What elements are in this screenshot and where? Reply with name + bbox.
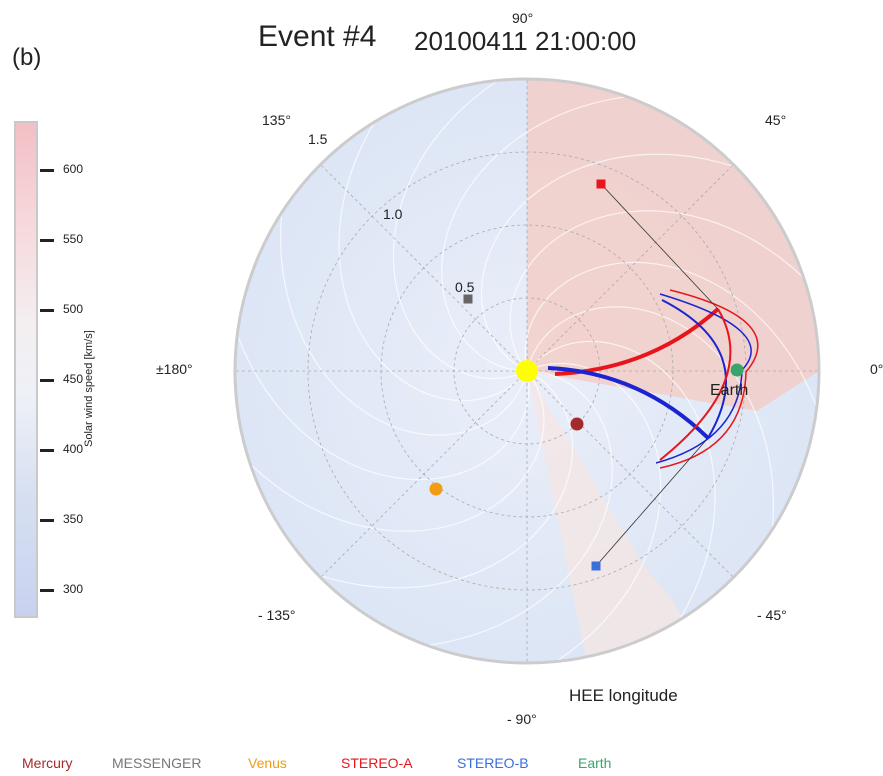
colorbar-tick xyxy=(40,238,54,242)
wind-streak xyxy=(392,80,528,380)
messenger-marker xyxy=(463,294,473,304)
colorbar-tick-label: 400 xyxy=(63,442,84,456)
angular-gridline xyxy=(526,164,734,372)
cme-front-red-outer xyxy=(659,289,759,469)
sun-marker xyxy=(516,360,538,382)
bodies xyxy=(429,179,744,571)
chart-date: 20100411 21:00:00 xyxy=(414,26,637,56)
angle-tick-label: - 90° xyxy=(507,711,537,727)
angular-gridline xyxy=(526,370,734,578)
angle-tick-label: 135° xyxy=(262,112,291,128)
cme-arcs xyxy=(547,183,759,567)
colorbar-tick xyxy=(40,378,54,382)
legend: Mercury MESSENGER Venus STEREO-A STEREO-B Ear… xyxy=(0,755,883,775)
cme-front-blue xyxy=(661,299,728,439)
mercury-marker xyxy=(570,417,584,431)
wind-streak xyxy=(524,261,818,408)
radial-tick-label: 0.5 xyxy=(455,279,475,295)
colorbar-tick-label: 600 xyxy=(63,162,84,176)
angle-tick-label: - 45° xyxy=(757,607,787,623)
stereo-b-connector xyxy=(595,437,709,567)
stereo-a-connector xyxy=(600,183,719,310)
colorbar-tick xyxy=(40,168,54,172)
earth-annotation: Earth xyxy=(710,382,749,399)
colorbar xyxy=(14,121,38,618)
angle-tick-label: - 135° xyxy=(258,607,296,623)
colorbar-tick-label: 450 xyxy=(63,372,84,386)
wind-streak xyxy=(441,96,627,372)
angular-gridline xyxy=(320,370,528,578)
cme-front-red xyxy=(659,308,732,461)
colorbar-tick-label: 350 xyxy=(63,512,84,526)
legend-entry: STEREO-B xyxy=(457,755,529,771)
colorbar-tick-label: 500 xyxy=(63,302,84,316)
wind-streak xyxy=(509,210,805,372)
legend-entry: Earth xyxy=(578,755,612,771)
legend-entry: Venus xyxy=(248,755,287,771)
colorbar-tick xyxy=(40,448,54,452)
wind-streak xyxy=(480,153,737,372)
wind-sector-2 xyxy=(527,371,687,663)
earth-marker xyxy=(730,363,744,377)
x-axis-label: HEE longitude xyxy=(569,686,678,705)
stereo-b-marker xyxy=(591,561,601,571)
venus-marker xyxy=(429,482,443,496)
angle-tick-label: 0° xyxy=(870,361,883,377)
colorbar-tick-label: 550 xyxy=(63,232,84,246)
colorbar-tick xyxy=(40,308,54,312)
angular-gridline xyxy=(320,164,528,372)
plot-border xyxy=(233,77,821,665)
colorbar-tick xyxy=(40,518,54,522)
legend-entry: MESSENGER xyxy=(112,755,202,771)
wind-streak xyxy=(526,340,716,621)
angle-tick-label: ±180° xyxy=(156,361,193,377)
wind-streak xyxy=(338,121,528,402)
chart-title: Event #4 xyxy=(258,20,377,53)
angle-tick-label: 90° xyxy=(512,10,534,26)
colorbar-tick-label: 300 xyxy=(63,582,84,596)
radial-tick-label: 1.5 xyxy=(308,131,328,147)
radial-tick-label: 1.0 xyxy=(383,206,403,222)
legend-entry: Mercury xyxy=(22,755,73,771)
panel-label: (b) xyxy=(12,44,42,71)
stereo-b-track xyxy=(547,366,710,440)
stereo-a-marker xyxy=(596,179,606,189)
legend-entry: STEREO-A xyxy=(341,755,413,771)
angle-tick-label: 45° xyxy=(765,112,787,128)
colorbar-tick xyxy=(40,588,54,592)
